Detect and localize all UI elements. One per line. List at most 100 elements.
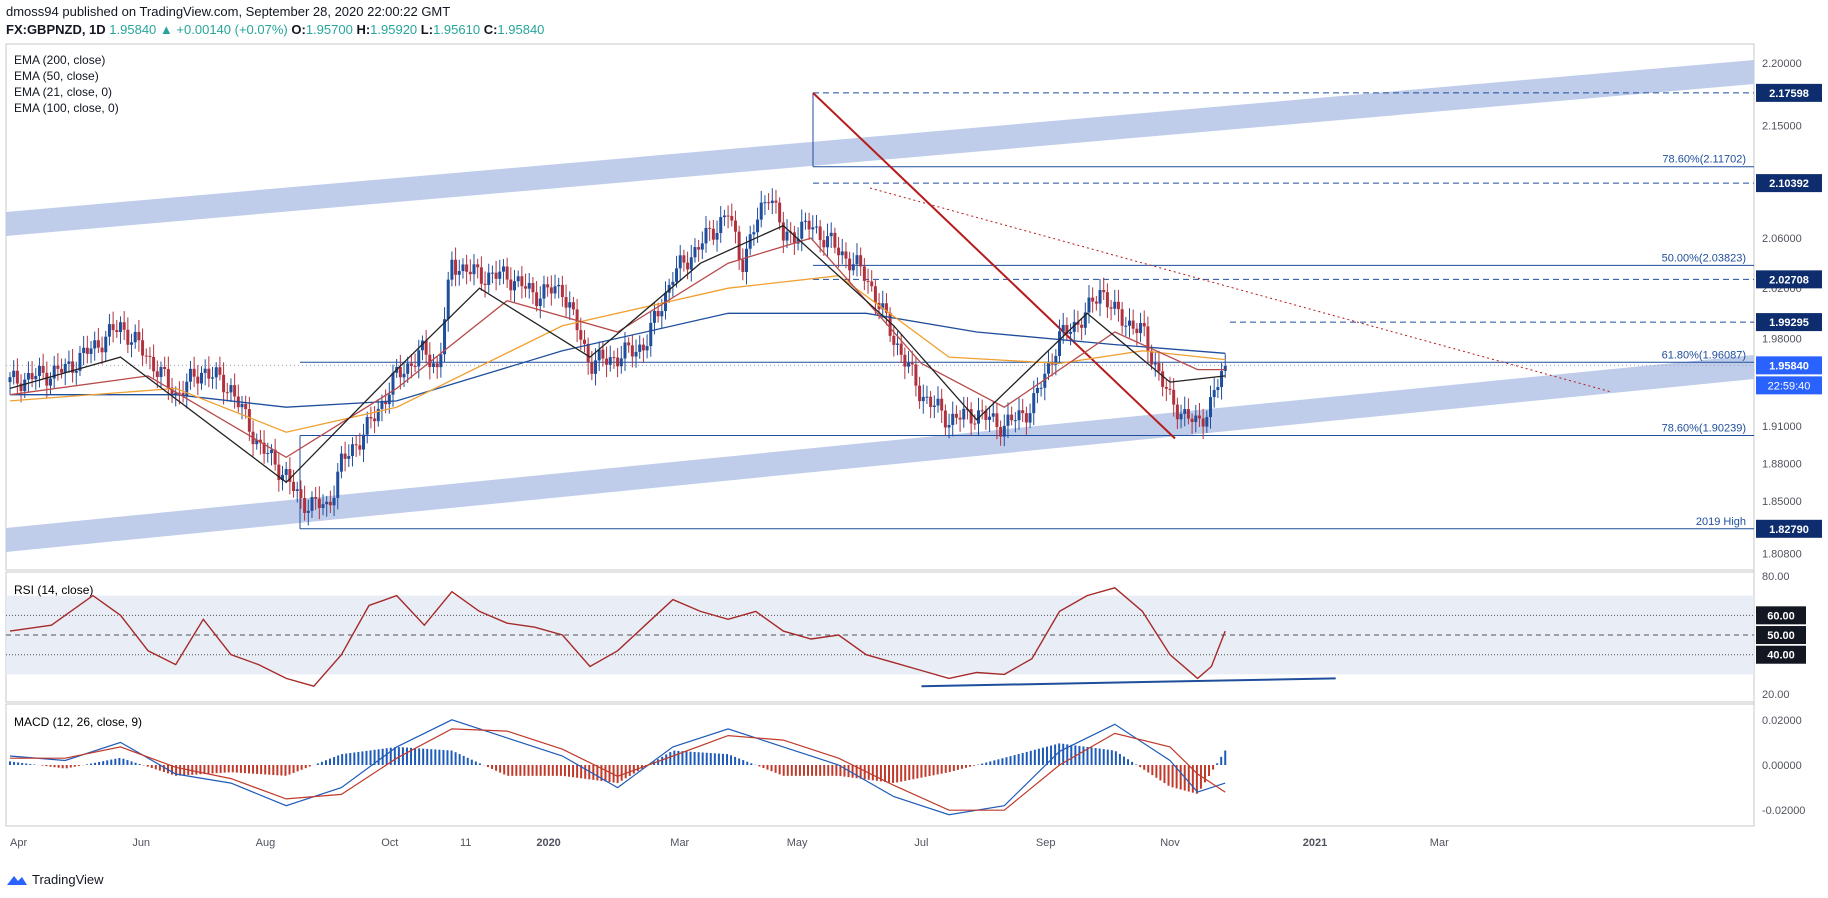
candle-body: [501, 266, 505, 272]
macd-tick-label: 0.00000: [1762, 760, 1802, 772]
candle-body: [30, 373, 34, 380]
candle-body: [708, 227, 712, 229]
open-value: 1.95700: [305, 22, 353, 37]
candle-body: [273, 449, 277, 465]
candle-body: [1223, 365, 1227, 371]
candle-body: [233, 385, 237, 397]
candle-body: [969, 409, 973, 424]
candle-body: [1194, 415, 1198, 423]
rsi-tick-label: 20.00: [1762, 689, 1790, 701]
candle-body: [1072, 321, 1076, 332]
candle-body: [1094, 301, 1098, 304]
candle-body: [1135, 328, 1139, 334]
lower-channel-band: [6, 355, 1754, 552]
candle-body: [513, 281, 517, 291]
candle-body: [446, 279, 450, 320]
candle-body: [1216, 387, 1220, 391]
candle-body: [947, 424, 951, 428]
signal-line: [10, 728, 1226, 811]
candle-body: [509, 279, 513, 291]
time-tick-label: Sep: [1036, 837, 1056, 849]
candle-body: [752, 232, 756, 235]
candle-body: [450, 259, 454, 280]
brand-name: TradingView: [32, 872, 104, 887]
candle-body: [962, 408, 966, 420]
candle-body: [299, 489, 303, 499]
candle-body: [409, 363, 413, 366]
candle-body: [829, 232, 833, 237]
candle-body: [362, 434, 366, 450]
main-legend: EMA (200, close) EMA (50, close) EMA (21…: [14, 53, 119, 115]
candle-body: [936, 398, 940, 406]
candle-body: [715, 233, 719, 240]
candle-body: [899, 343, 903, 355]
candle-body: [903, 354, 907, 367]
candle-body: [859, 255, 863, 267]
candle-body: [1039, 387, 1043, 389]
candle-body: [542, 284, 546, 299]
candle-body: [107, 324, 111, 337]
candle-body: [37, 365, 41, 376]
candle-body: [1201, 418, 1205, 427]
candle-body: [19, 383, 23, 392]
candle-body: [862, 266, 866, 281]
macd-tick-label: -0.02000: [1762, 805, 1805, 817]
candle-body: [284, 469, 288, 475]
rsi-label-box: [1756, 626, 1806, 645]
candle-body: [814, 226, 818, 228]
candle-body: [932, 405, 936, 407]
candle-body: [387, 394, 391, 405]
candle-body: [1087, 297, 1091, 313]
candle-body: [940, 398, 944, 411]
price-label-3: 1.99295: [1769, 317, 1809, 329]
candle-body: [881, 303, 885, 310]
symbol-label[interactable]: FX:GBPNZD, 1D: [6, 22, 106, 37]
rsi-line: [9, 587, 1226, 687]
candle-body: [557, 284, 561, 287]
candle-body: [844, 251, 848, 259]
candle-body: [1050, 362, 1054, 365]
candle-body: [656, 310, 660, 317]
close-value: 1.95840: [497, 22, 545, 37]
candle-body: [369, 417, 373, 419]
candle-body: [1113, 301, 1117, 309]
candle-body: [225, 392, 229, 394]
candle-body: [384, 400, 388, 405]
candle-body: [1179, 413, 1183, 420]
candle-body: [977, 410, 981, 424]
candle-body: [435, 363, 439, 368]
candle-body: [354, 444, 358, 446]
last-price: 1.95840: [109, 22, 157, 37]
low-value: 1.95610: [433, 22, 481, 37]
candle-body: [833, 232, 837, 248]
candle-body: [958, 417, 962, 420]
candle-body: [505, 266, 509, 280]
ema21-line: [9, 224, 1226, 484]
candle-body: [100, 347, 104, 353]
candle-body: [1120, 309, 1124, 326]
candle-body: [1069, 331, 1073, 334]
candle-body: [1116, 301, 1120, 310]
candle-body: [918, 385, 922, 402]
candle-body: [424, 340, 428, 355]
legend-ema50: EMA (50, close): [14, 69, 99, 83]
candle-body: [1043, 373, 1047, 388]
candle-body: [549, 287, 553, 294]
rsi-tick-label: 80.00: [1762, 571, 1790, 583]
candle-body: [811, 227, 815, 230]
price-label-4: 1.95840: [1769, 360, 1809, 372]
candle-body: [1150, 350, 1154, 365]
price-label-box-0: [1756, 83, 1822, 102]
candle-body: [870, 281, 874, 287]
candle-body: [619, 358, 623, 367]
candle-body: [527, 283, 531, 289]
price-label-box-3: [1756, 313, 1822, 332]
candle-body: [1164, 386, 1168, 389]
candle-body: [756, 219, 760, 233]
candle-body: [873, 286, 877, 303]
candle-body: [266, 453, 270, 455]
price-tick-label: 2.06000: [1762, 233, 1802, 245]
candle-body: [443, 319, 447, 355]
candle-body: [1212, 390, 1216, 398]
